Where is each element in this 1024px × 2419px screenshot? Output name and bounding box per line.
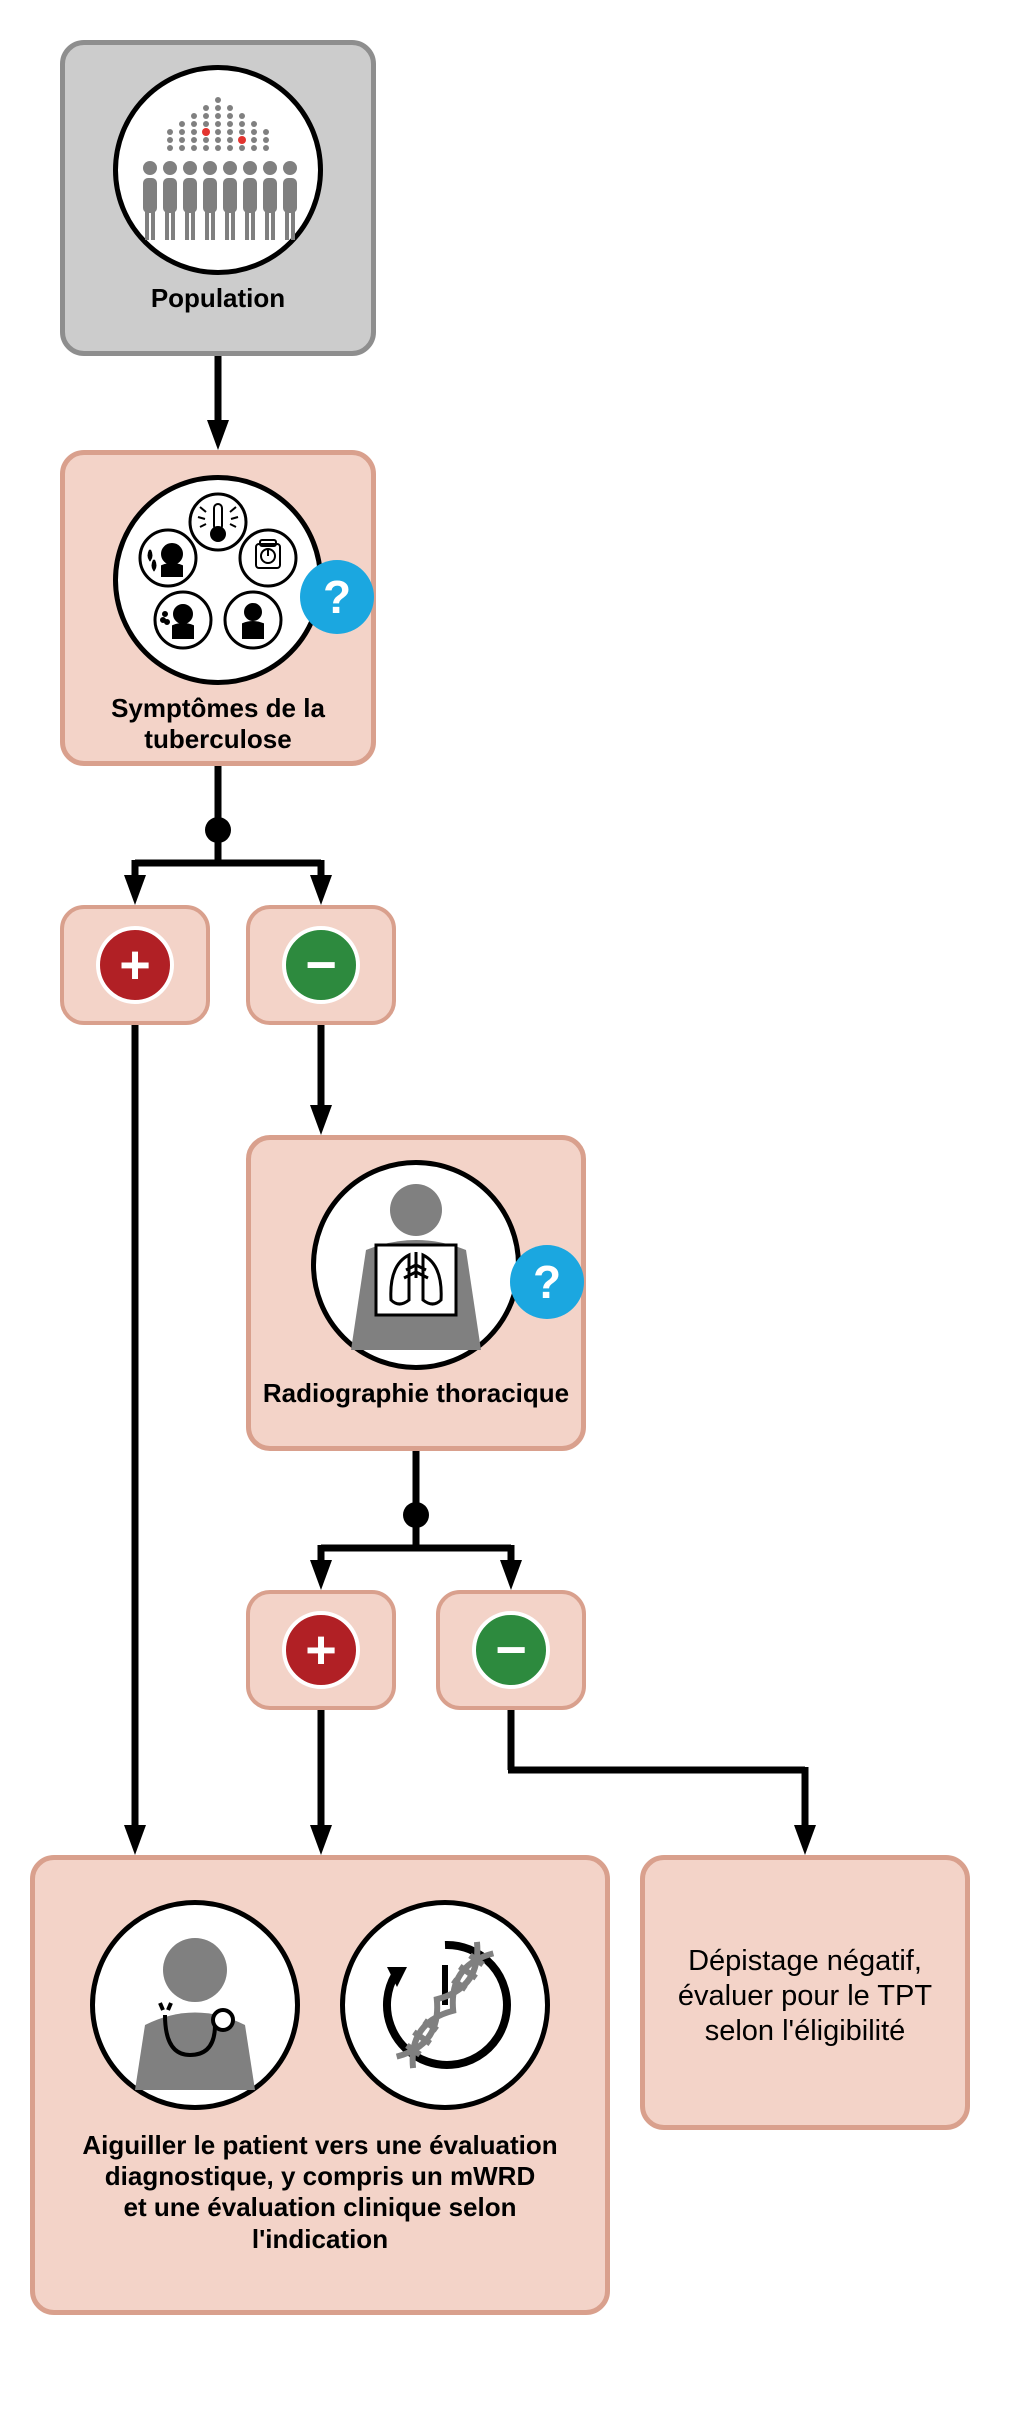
population-label: Population [151,283,285,314]
population-icon [113,65,323,275]
node-symptoms-negative: − [246,905,396,1025]
node-radio-positive: + [246,1590,396,1710]
dna-clock-icon [340,1900,550,2110]
symptoms-label: Symptômes de la tuberculose [111,693,325,755]
plus-icon: + [282,1611,360,1689]
refer-label: Aiguiller le patient vers une évaluation… [82,2130,557,2255]
negative-label: Dépistage négatif, évaluer pour le TPT s… [678,1944,932,2048]
node-symptoms-positive: + [60,905,210,1025]
node-population: Population [60,40,376,356]
node-negative: Dépistage négatif, évaluer pour le TPT s… [640,1855,970,2130]
node-radio-negative: − [436,1590,586,1710]
node-refer: Aiguiller le patient vers une évaluation… [30,1855,610,2315]
doctor-icon [90,1900,300,2110]
symptoms-icon [113,475,323,685]
question-badge-icon: ? [300,560,374,634]
question-badge-icon: ? [510,1245,584,1319]
minus-icon: − [282,926,360,1004]
minus-icon: − [472,1611,550,1689]
radiography-label: Radiographie thoracique [263,1378,569,1409]
plus-icon: + [96,926,174,1004]
flowchart-canvas: Population [0,0,1024,2419]
radiography-icon [311,1160,521,1370]
